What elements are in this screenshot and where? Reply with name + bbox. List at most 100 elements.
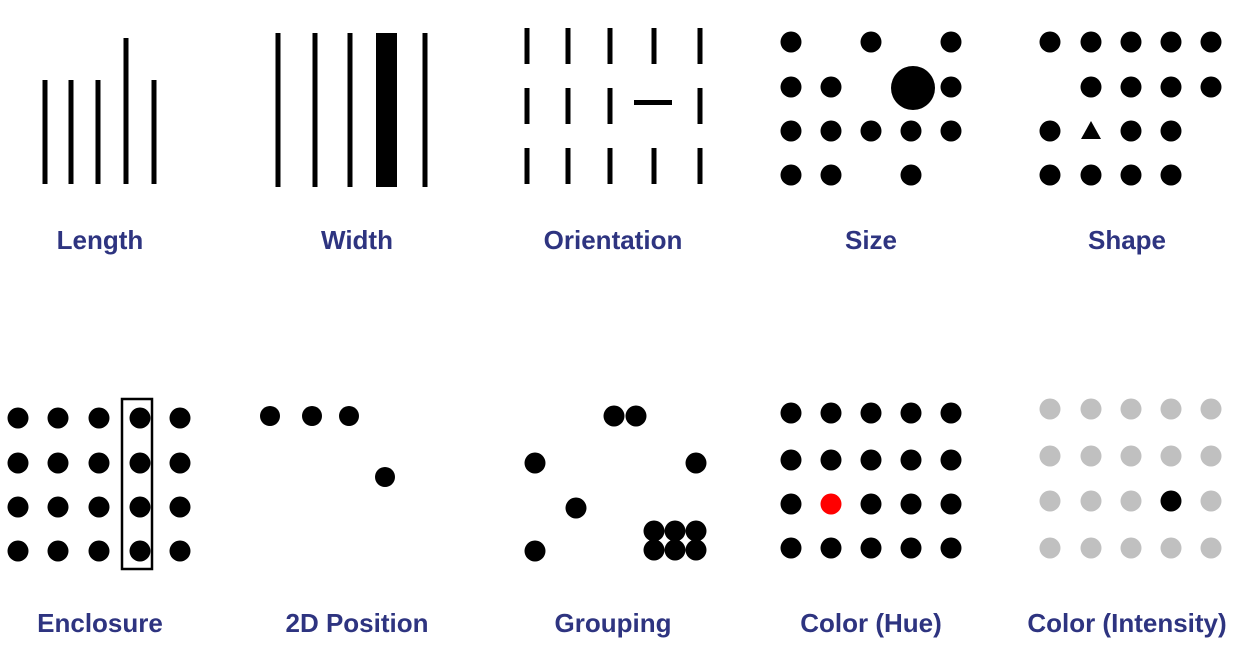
size-illustration bbox=[780, 31, 962, 186]
dot bbox=[1080, 164, 1102, 186]
dot bbox=[860, 402, 882, 424]
dot bbox=[685, 539, 707, 561]
dot bbox=[47, 496, 69, 518]
dot bbox=[129, 452, 151, 474]
dot bbox=[88, 407, 110, 429]
dot bbox=[940, 402, 962, 424]
dot bbox=[685, 452, 707, 474]
dot bbox=[780, 537, 802, 559]
dot bbox=[780, 120, 802, 142]
shape-illustration bbox=[1039, 31, 1222, 186]
dot bbox=[860, 449, 882, 471]
dot bbox=[7, 540, 29, 562]
dot bbox=[524, 452, 546, 474]
gray-dot bbox=[1160, 537, 1182, 559]
intensity-illustration bbox=[1039, 398, 1222, 559]
dot bbox=[47, 540, 69, 562]
width-line bbox=[347, 33, 353, 187]
length-line bbox=[123, 38, 129, 184]
dot bbox=[302, 406, 322, 426]
dot bbox=[780, 402, 802, 424]
dot bbox=[47, 452, 69, 474]
vertical-line bbox=[524, 28, 530, 64]
dot bbox=[900, 164, 922, 186]
dot bbox=[1039, 120, 1061, 142]
label-orientation: Orientation bbox=[543, 225, 683, 255]
dot bbox=[643, 539, 665, 561]
dot bbox=[820, 402, 842, 424]
dot bbox=[664, 539, 686, 561]
length-line bbox=[68, 80, 74, 184]
large-dot bbox=[891, 66, 935, 110]
dot bbox=[169, 407, 191, 429]
label-enclosure: Enclosure bbox=[37, 608, 163, 638]
dot bbox=[565, 497, 587, 519]
dot bbox=[169, 540, 191, 562]
dot bbox=[900, 120, 922, 142]
dot bbox=[375, 467, 395, 487]
dot bbox=[47, 407, 69, 429]
gray-dot bbox=[1200, 398, 1222, 420]
dot bbox=[169, 496, 191, 518]
label-grouping: Grouping bbox=[554, 608, 672, 638]
gray-dot bbox=[1039, 537, 1061, 559]
dot bbox=[940, 493, 962, 515]
dark-dot bbox=[1160, 490, 1182, 512]
enclosure-illustration bbox=[7, 397, 191, 571]
orientation-illustration bbox=[524, 28, 703, 184]
gray-dot bbox=[1200, 537, 1222, 559]
vertical-line bbox=[565, 28, 571, 64]
dot bbox=[1160, 164, 1182, 186]
dot bbox=[1080, 31, 1102, 53]
label-shape: Shape bbox=[1087, 225, 1167, 255]
gray-dot bbox=[1200, 490, 1222, 512]
wide-line bbox=[376, 33, 397, 187]
dot bbox=[1200, 31, 1222, 53]
horizontal-line bbox=[634, 100, 672, 105]
gray-dot bbox=[1039, 490, 1061, 512]
dot bbox=[88, 540, 110, 562]
dot bbox=[260, 406, 280, 426]
dot bbox=[940, 76, 962, 98]
width-line bbox=[312, 33, 318, 187]
dot bbox=[685, 520, 707, 542]
dot bbox=[1120, 76, 1142, 98]
vertical-line bbox=[697, 148, 703, 184]
dot bbox=[780, 164, 802, 186]
dot bbox=[860, 31, 882, 53]
dot bbox=[940, 31, 962, 53]
gray-dot bbox=[1039, 445, 1061, 467]
dot bbox=[664, 520, 686, 542]
vertical-line bbox=[524, 148, 530, 184]
vertical-line bbox=[524, 88, 530, 124]
dot bbox=[860, 493, 882, 515]
vertical-line bbox=[697, 88, 703, 124]
dot bbox=[1160, 31, 1182, 53]
dot bbox=[129, 540, 151, 562]
vertical-line bbox=[607, 28, 613, 64]
label-size: Size bbox=[844, 225, 898, 255]
label-color-hue: Color (Hue) bbox=[800, 608, 942, 638]
length-line bbox=[95, 80, 101, 184]
dot bbox=[339, 406, 359, 426]
gray-dot bbox=[1080, 537, 1102, 559]
enclosure-box bbox=[120, 397, 154, 571]
dot bbox=[1160, 76, 1182, 98]
hue-illustration bbox=[780, 402, 962, 559]
vertical-line bbox=[651, 148, 657, 184]
dot bbox=[1120, 31, 1142, 53]
grouping-illustration bbox=[524, 405, 707, 562]
red-dot bbox=[820, 493, 842, 515]
dot bbox=[1120, 120, 1142, 142]
dot bbox=[1120, 164, 1142, 186]
vertical-line bbox=[697, 28, 703, 64]
dot bbox=[820, 120, 842, 142]
dot bbox=[820, 449, 842, 471]
vertical-line bbox=[607, 88, 613, 124]
label-2d-position: 2D Position bbox=[285, 608, 429, 638]
dot bbox=[940, 120, 962, 142]
gray-dot bbox=[1120, 490, 1142, 512]
dot bbox=[820, 537, 842, 559]
dot bbox=[900, 402, 922, 424]
